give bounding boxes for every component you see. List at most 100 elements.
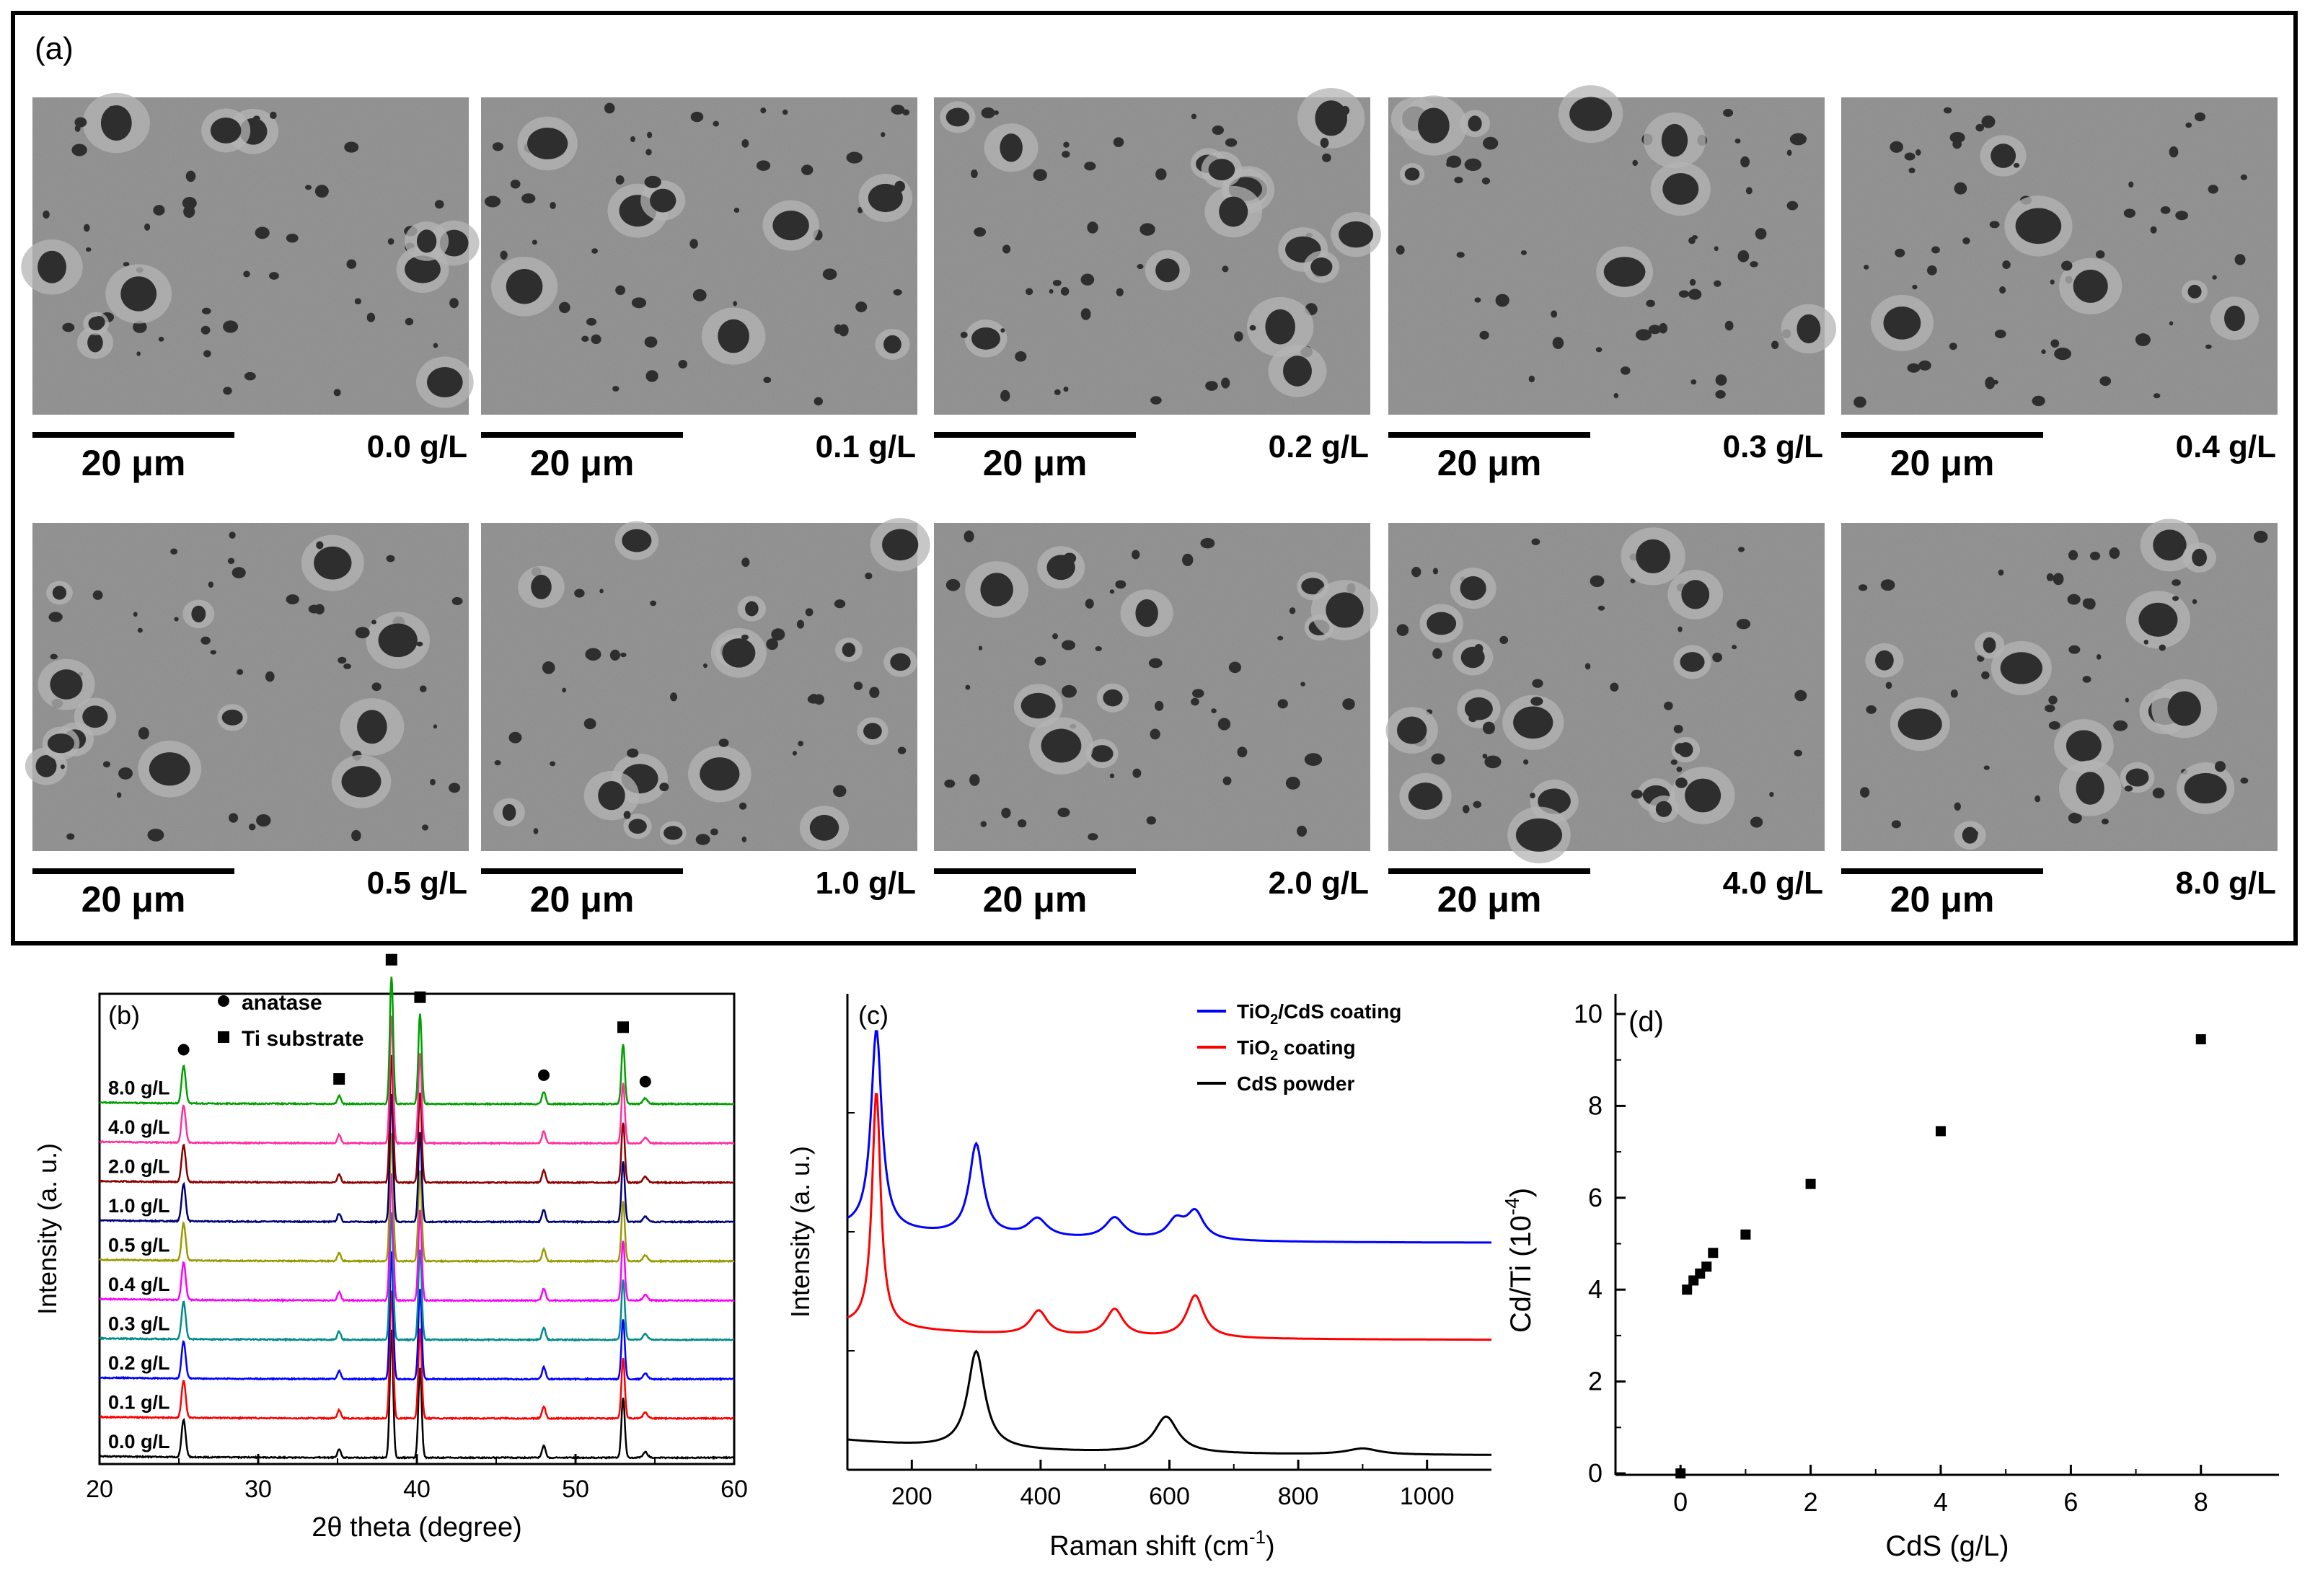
pore: [650, 600, 657, 607]
pore: [1981, 671, 1990, 679]
pore: [741, 836, 747, 842]
pore: [136, 351, 141, 356]
pore: [960, 331, 968, 338]
pore: [229, 813, 239, 823]
pore: [2109, 547, 2120, 559]
pore: [1052, 633, 1058, 640]
series-label: 8.0 g/L: [108, 1077, 170, 1099]
pore: [1320, 138, 1329, 149]
pore: [1992, 379, 1998, 385]
xrd-trace: [98, 1093, 735, 1225]
pore: [66, 833, 75, 840]
pore: [1301, 578, 1325, 595]
scale-bar-label: 20 μm: [530, 879, 635, 920]
pore: [144, 223, 151, 231]
pore: [1103, 689, 1123, 707]
pore: [494, 760, 501, 766]
pore: [650, 188, 676, 213]
pore: [772, 210, 809, 241]
pore: [756, 160, 771, 171]
pore: [1794, 749, 1802, 757]
pore: [62, 322, 75, 332]
pore: [883, 335, 901, 354]
pore: [532, 239, 537, 245]
pore: [586, 317, 597, 326]
pore: [1866, 705, 1877, 714]
pore: [1523, 759, 1529, 765]
pore: [1234, 331, 1243, 342]
pore: [1664, 701, 1673, 710]
pore: [1985, 376, 1996, 389]
pore: [1080, 273, 1095, 286]
pore: [1109, 589, 1115, 594]
raman-chart: 200 400 600 800 1000 Raman shift (cm-1) Intens…: [785, 994, 1492, 1561]
pore: [2073, 269, 2108, 303]
pore: [1432, 568, 1439, 575]
pore: [252, 115, 260, 122]
pore: [659, 782, 669, 792]
pore: [1277, 699, 1288, 709]
pore: [1880, 579, 1895, 591]
pore: [868, 183, 903, 213]
pore: [1085, 599, 1094, 609]
pore: [52, 586, 67, 600]
legend-tail: /CdS coating: [1278, 1000, 1401, 1023]
pore: [978, 645, 983, 651]
pore: [609, 649, 620, 661]
pore: [1063, 552, 1077, 564]
pore: [1632, 159, 1638, 167]
pore: [1569, 97, 1613, 131]
pore: [583, 718, 596, 730]
pore: [2015, 208, 2062, 244]
x-tick-label: 40: [403, 1476, 431, 1503]
y-axis-label-end: ): [1505, 1188, 1537, 1197]
pore: [237, 669, 244, 675]
pore: [842, 643, 856, 657]
legend-sub: 2: [1270, 1012, 1278, 1028]
scale-bar-label: 20 μm: [1890, 443, 1995, 483]
pore: [200, 325, 211, 335]
pore: [645, 370, 658, 382]
pore: [1087, 221, 1098, 234]
pore: [1907, 363, 1921, 373]
pore: [1054, 389, 1061, 395]
pore: [1912, 284, 1918, 290]
pore: [1473, 801, 1482, 808]
pore: [1904, 152, 1916, 161]
pore: [846, 151, 863, 164]
pore: [2159, 644, 2166, 651]
pore: [980, 821, 987, 827]
pore: [354, 298, 362, 305]
pore: [2068, 812, 2082, 824]
pore: [1150, 728, 1160, 740]
pore: [1397, 716, 1427, 744]
series-label: 0.3 g/L: [108, 1313, 170, 1335]
pore: [713, 120, 719, 127]
pore: [2192, 599, 2197, 604]
xrd-trace: [99, 1329, 735, 1460]
legend-text: CdS powder: [1237, 1072, 1354, 1095]
pore: [1132, 550, 1140, 560]
x-tick-label: 1000: [1400, 1483, 1455, 1510]
pore: [1972, 830, 1979, 837]
pore: [1464, 158, 1482, 171]
pore: [2044, 704, 2055, 713]
pore: [85, 247, 92, 252]
x-axis-label-end: ): [1266, 1531, 1275, 1561]
pore: [1139, 223, 1155, 236]
pore: [506, 268, 543, 304]
pore: [74, 117, 87, 128]
pore: [344, 141, 359, 153]
pore: [1479, 330, 1489, 340]
pore: [1322, 153, 1331, 162]
pore: [1750, 816, 1763, 828]
scale-bar-label: 20 μm: [983, 443, 1088, 483]
pore: [863, 723, 882, 740]
pore: [559, 301, 570, 314]
pore: [405, 317, 414, 326]
pore: [1659, 322, 1667, 334]
pore: [1155, 168, 1167, 180]
pore: [615, 175, 625, 185]
pore: [894, 180, 906, 193]
